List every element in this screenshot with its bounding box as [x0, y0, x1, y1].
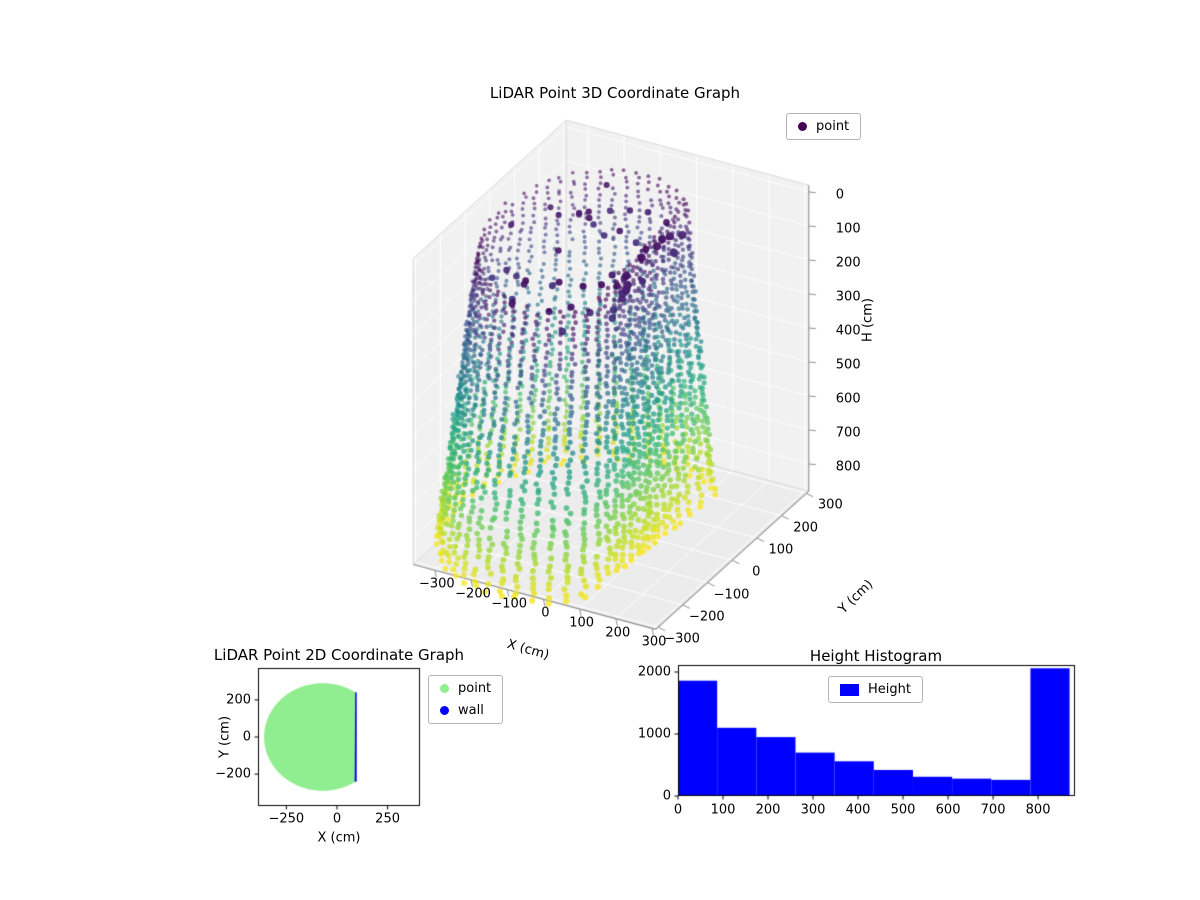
y3d-tick-label: −300 [664, 631, 700, 647]
wall-legend-marker-icon [440, 706, 449, 715]
y3d-tick-label: 100 [768, 542, 794, 558]
legend-label-wall: wall [458, 703, 484, 718]
y2d-tick-label: 200 [226, 692, 251, 708]
hist-x-tick-label: 500 [890, 802, 916, 818]
y2d-tick-label: 0 [242, 729, 251, 745]
legend-hist: Height [828, 676, 923, 703]
plot3d-zaxis-label: H (cm) [860, 298, 876, 342]
y3d-tick-label: −200 [688, 609, 725, 625]
h3d-tick-label: 700 [835, 425, 861, 441]
hist-x-tick-label: 700 [980, 802, 1006, 818]
legend-label-point: point [458, 681, 492, 696]
plot2d-title: LiDAR Point 2D Coordinate Graph [213, 646, 465, 664]
x3d-tick-label: 300 [641, 634, 667, 650]
plot3d-title: LiDAR Point 3D Coordinate Graph [489, 84, 741, 102]
hist-x-tick-label: 100 [710, 802, 736, 818]
h3d-tick-label: 400 [835, 323, 861, 339]
hist-x-tick-label: 800 [1025, 802, 1051, 818]
x3d-tick-label: 200 [605, 625, 631, 641]
hist-x-tick-label: 400 [845, 802, 871, 818]
height-legend-swatch-icon [840, 683, 859, 696]
x2d-tick-label: 0 [332, 811, 342, 827]
legend-label-height: Height [868, 682, 911, 697]
y3d-tick-label: 200 [793, 520, 819, 536]
h3d-tick-label: 300 [835, 289, 861, 305]
hist-x-tick-label: 200 [755, 802, 781, 818]
legend-3d: point [786, 113, 862, 140]
legend-2d: point wall [428, 675, 504, 724]
x3d-tick-label: 100 [569, 615, 595, 631]
hist-y-tick-label: 0 [662, 788, 671, 804]
x2d-tick-label: −250 [268, 811, 305, 827]
x3d-tick-label: −200 [455, 586, 491, 602]
h3d-tick-label: 200 [835, 255, 861, 271]
x3d-tick-label: −100 [491, 596, 528, 612]
y3d-tick-label: 0 [752, 564, 761, 580]
hist-x-tick-label: 300 [800, 802, 826, 818]
plot2d-xaxis-label: X (cm) [317, 830, 361, 846]
plot2d-yaxis-label: Y (cm) [217, 715, 233, 759]
x3d-tick-label: −300 [418, 576, 455, 592]
h3d-tick-label: 100 [835, 221, 861, 237]
point-legend-marker-icon [440, 684, 449, 693]
hist-x-tick-label: 600 [935, 802, 961, 818]
y3d-tick-label: −100 [713, 587, 750, 603]
hist-title: Height Histogram [809, 647, 943, 665]
x3d-tick-label: 0 [541, 605, 550, 621]
legend-entry-wall: wall [440, 703, 491, 718]
y3d-tick-label: 300 [817, 497, 843, 513]
legend-label-point: point [816, 119, 850, 134]
legend-entry-point: point [798, 119, 849, 134]
x2d-tick-label: 250 [375, 811, 401, 827]
hist-y-tick-label: 1000 [637, 726, 671, 742]
point-legend-marker-icon [798, 122, 807, 131]
y2d-tick-label: −200 [215, 766, 251, 782]
h3d-tick-label: 800 [835, 459, 861, 475]
h3d-tick-label: 0 [835, 187, 845, 203]
legend-entry-point: point [440, 681, 491, 696]
h3d-tick-label: 600 [835, 391, 861, 407]
hist-x-tick-label: 0 [673, 802, 683, 818]
hist-y-tick-label: 2000 [637, 664, 671, 680]
legend-entry-height: Height [840, 682, 911, 697]
h3d-tick-label: 500 [835, 357, 861, 373]
